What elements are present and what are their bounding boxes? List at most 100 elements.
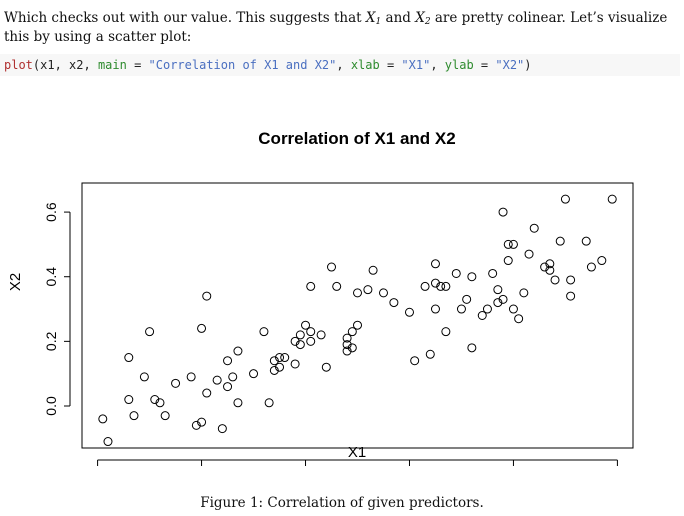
scatter-point <box>607 194 617 204</box>
scatter-point <box>264 398 274 408</box>
scatter-point <box>280 353 290 363</box>
scatter-point <box>498 207 508 217</box>
scatter-point <box>295 330 305 340</box>
scatter-point <box>269 356 279 366</box>
scatter-point <box>566 291 576 301</box>
scatter-point <box>186 372 196 382</box>
y-tick-label: 0.2 <box>43 331 59 351</box>
scatter-point <box>202 388 212 398</box>
scatter-point <box>430 304 440 314</box>
x-axis-label: X1 <box>348 444 366 461</box>
scatter-point <box>269 365 279 375</box>
scatter-point <box>249 369 259 379</box>
scatter-point <box>493 285 503 295</box>
y-tick-label: 0.6 <box>43 202 59 222</box>
scatter-point <box>550 275 560 285</box>
scatter-point <box>566 275 576 285</box>
code-block: plot(x1, x2, main = "Correlation of X1 a… <box>0 54 680 76</box>
scatter-point <box>498 294 508 304</box>
code-fn: plot <box>4 58 33 72</box>
scatter-point <box>275 353 285 363</box>
scatter-point <box>425 349 435 359</box>
scatter-point <box>155 398 165 408</box>
scatter-point <box>368 265 378 275</box>
x-tick-label: 1.0 <box>608 472 628 475</box>
scatter-point <box>332 281 342 291</box>
scatter-point <box>529 223 539 233</box>
scatter-point <box>139 372 149 382</box>
scatter-point <box>404 307 414 317</box>
scatter-point <box>171 378 181 388</box>
scatter-point <box>197 323 207 333</box>
scatter-point <box>586 262 596 272</box>
scatter-point <box>98 414 108 424</box>
scatter-point <box>467 272 477 282</box>
data-points <box>98 194 617 447</box>
scatter-point <box>295 340 305 350</box>
scatter-point <box>321 362 331 372</box>
scatter-point <box>477 311 487 320</box>
scatter-point <box>306 281 316 291</box>
x-axis: 0.0 0.2 0.4 0.6 0.8 1.0 <box>88 459 628 475</box>
scatter-point <box>597 256 607 266</box>
scatter-point <box>306 336 316 346</box>
paragraph-text-end: are pretty colinear. Let’s visualize thi… <box>4 10 668 45</box>
y-tick-label: 0.4 <box>43 267 59 287</box>
scatter-point <box>420 281 430 291</box>
x-tick-label: 0.4 <box>296 472 316 475</box>
code-arg-main: main <box>97 58 127 72</box>
scatter-point <box>347 343 357 353</box>
scatter-point <box>467 343 477 353</box>
scatter-point <box>327 262 337 272</box>
scatter-point <box>441 327 451 337</box>
scatter-point <box>488 268 498 278</box>
scatter-point <box>103 437 113 447</box>
scatter-point <box>150 395 160 405</box>
x-tick-label: 0.2 <box>192 472 212 475</box>
y-axis: 0.0 0.2 0.4 0.6 <box>43 202 71 416</box>
scatter-point <box>191 420 201 430</box>
scatter-point <box>124 395 134 405</box>
scatter-point <box>301 320 311 330</box>
scatter-point <box>436 281 446 291</box>
scatter-point <box>378 288 388 298</box>
code-str-ylab: "X2" <box>495 58 525 72</box>
x-tick-label: 0.8 <box>504 472 524 475</box>
scatter-point <box>353 288 362 298</box>
paragraph-and: and <box>381 10 416 26</box>
code-str-main: "Correlation of X1 and X2" <box>148 58 337 72</box>
scatter-point <box>524 249 534 259</box>
scatter-point <box>508 239 518 249</box>
scatter-point <box>456 304 466 314</box>
scatter-plot: Correlation of X1 and X2 0.0 0.2 0.4 0.6 0.8… <box>7 129 634 475</box>
code-arg-ylab: ylab <box>444 58 474 72</box>
scatter-point <box>233 398 243 408</box>
scatter-point <box>545 265 555 275</box>
scatter-point <box>451 268 461 278</box>
scatter-point <box>555 236 565 246</box>
code-arg-xlab: xlab <box>350 58 380 72</box>
var-x2: X2 <box>415 10 431 27</box>
scatter-point <box>545 259 555 269</box>
scatter-point <box>519 288 529 298</box>
scatter-point <box>197 417 207 427</box>
scatter-point <box>430 278 440 288</box>
scatter-point <box>353 320 362 330</box>
scatter-point <box>233 346 243 356</box>
scatter-point <box>342 340 352 350</box>
scatter-point <box>363 285 373 295</box>
scatter-point <box>347 327 357 337</box>
scatter-point <box>508 304 518 314</box>
scatter-point <box>259 327 269 337</box>
scatter-point <box>560 194 570 204</box>
scatter-point <box>389 298 399 308</box>
paragraph-text: Which checks out with our value. This su… <box>4 10 366 26</box>
chart-title: Correlation of X1 and X2 <box>258 129 455 148</box>
scatter-point <box>290 336 300 346</box>
scatter-point <box>275 362 285 372</box>
scatter-point <box>160 411 170 421</box>
y-axis-label: X2 <box>7 273 24 291</box>
scatter-point <box>342 346 352 356</box>
code-str-xlab: "X1" <box>401 58 431 72</box>
scatter-point <box>316 330 326 340</box>
